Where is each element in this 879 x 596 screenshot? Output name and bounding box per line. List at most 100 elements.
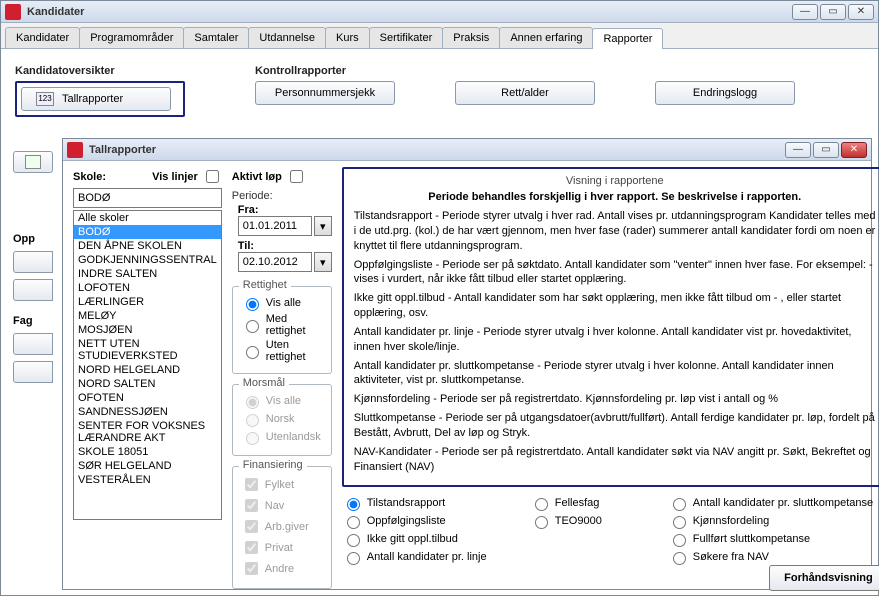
report-radio[interactable]: [535, 498, 548, 511]
dialog-close-button[interactable]: ✕: [841, 142, 867, 158]
skole-list-item[interactable]: INDRE SALTEN: [74, 267, 221, 281]
morsmal-group: Morsmål Vis alleNorskUtenlandsk: [232, 384, 332, 456]
report-option[interactable]: Antall kandidater pr. sluttkompetanse: [668, 495, 879, 511]
finansiering-option-label: Arb.giver: [265, 521, 309, 533]
forhandsvisning-button[interactable]: Forhåndsvisning: [769, 565, 879, 591]
skole-list-item[interactable]: NORD HELGELAND: [74, 363, 221, 377]
skole-list-item[interactable]: GODKJENNINGSSENTRAL: [74, 253, 221, 267]
skole-list-item[interactable]: SANDNESSJØEN: [74, 405, 221, 419]
aktivtlop-checkbox[interactable]: [290, 170, 303, 183]
rettighet-option-label: Med rettighet: [266, 313, 323, 337]
report-radio[interactable]: [673, 498, 686, 511]
finansiering-checkbox: [245, 499, 258, 512]
finansiering-option-label: Privat: [265, 542, 293, 554]
tab-samtaler[interactable]: Samtaler: [183, 27, 249, 48]
rettighet-radio[interactable]: [246, 320, 259, 333]
report-option-label: Antall kandidater pr. sluttkompetanse: [693, 497, 873, 509]
report-radio[interactable]: [347, 534, 360, 547]
minimize-button[interactable]: —: [792, 4, 818, 20]
report-option[interactable]: Oppfølgingsliste: [342, 513, 512, 529]
skole-list-item[interactable]: LÆRLINGER: [74, 295, 221, 309]
skole-list-item[interactable]: MELØY: [74, 309, 221, 323]
info-paragraph: NAV-Kandidater - Periode ser på registre…: [354, 445, 876, 475]
report-option[interactable]: Antall kandidater pr. linje: [342, 549, 512, 565]
rettalder-button[interactable]: Rett/alder: [455, 81, 595, 105]
tab-sertifikater[interactable]: Sertifikater: [369, 27, 444, 48]
skole-list-item[interactable]: NORD SALTEN: [74, 377, 221, 391]
report-option[interactable]: Tilstandsrapport: [342, 495, 512, 511]
morsmal-option-label: Vis alle: [266, 395, 301, 407]
rettighet-option-label: Vis alle: [266, 297, 301, 309]
tab-kurs[interactable]: Kurs: [325, 27, 370, 48]
aktivtlop-label: Aktivt løp: [232, 171, 282, 183]
rettighet-option-label: Uten rettighet: [266, 339, 323, 363]
info-paragraph: Kjønnsfordeling - Periode ser på registr…: [354, 392, 876, 407]
skole-list-item[interactable]: NETT UTEN STUDIEVERKSTED: [74, 337, 221, 363]
tab-rapporter[interactable]: Rapporter: [592, 28, 663, 49]
report-option[interactable]: Ikke gitt oppl.tilbud: [342, 531, 512, 547]
skole-list-item[interactable]: Alle skoler: [74, 211, 221, 225]
report-radio[interactable]: [347, 498, 360, 511]
skole-input[interactable]: [73, 188, 222, 208]
skole-listbox[interactable]: Alle skolerBODØDEN ÅPNE SKOLENGODKJENNIN…: [73, 210, 222, 520]
report-radio[interactable]: [347, 552, 360, 565]
endringslogg-button[interactable]: Endringslogg: [655, 81, 795, 105]
report-option[interactable]: Kjønnsfordeling: [668, 513, 879, 529]
report-radio[interactable]: [673, 516, 686, 529]
tallrapporter-button[interactable]: 123 Tallrapporter: [21, 87, 171, 111]
finansiering-checkbox: [245, 541, 258, 554]
report-type-radios: Tilstandsrapport Fellesfag Antall kandidat…: [342, 495, 879, 565]
tab-praksis[interactable]: Praksis: [442, 27, 500, 48]
skole-list-item[interactable]: MOSJØEN: [74, 323, 221, 337]
vislinjer-checkbox[interactable]: [206, 170, 219, 183]
hidden-button-4[interactable]: [13, 361, 53, 383]
report-radio[interactable]: [347, 516, 360, 529]
info-lead: Periode behandles forskjellig i hver rap…: [354, 191, 876, 203]
report-option[interactable]: Søkere fra NAV: [668, 549, 879, 565]
maximize-button[interactable]: ▭: [820, 4, 846, 20]
report-option-label: Kjønnsfordeling: [693, 515, 769, 527]
close-button[interactable]: ✕: [848, 4, 874, 20]
rettighet-legend: Rettighet: [239, 279, 291, 291]
rettighet-radio[interactable]: [246, 346, 259, 359]
hidden-icon-button[interactable]: [13, 151, 53, 173]
report-option[interactable]: Fellesfag: [530, 495, 650, 511]
dialog-minimize-button[interactable]: —: [785, 142, 811, 158]
report-radio[interactable]: [673, 534, 686, 547]
tab-programområder[interactable]: Programområder: [79, 27, 184, 48]
tab-utdannelse[interactable]: Utdannelse: [248, 27, 326, 48]
dialog-title: Tallrapporter: [89, 144, 785, 156]
report-option[interactable]: TEO9000: [530, 513, 650, 529]
hidden-button-1[interactable]: [13, 251, 53, 273]
main-tabs: KandidaterProgramområderSamtalerUtdannel…: [1, 23, 878, 49]
skole-list-item[interactable]: SKOLE 18051: [74, 445, 221, 459]
skole-list-item[interactable]: BODØ: [74, 225, 221, 239]
report-radio[interactable]: [535, 516, 548, 529]
rettighet-radio[interactable]: [246, 298, 259, 311]
report-option[interactable]: Fullført sluttkompetanse: [668, 531, 879, 547]
info-paragraph: Sluttkompetanse - Periode ser på utgangs…: [354, 411, 876, 441]
skole-list-item[interactable]: SØR HELGELAND: [74, 459, 221, 473]
report-option-label: Antall kandidater pr. linje: [367, 551, 487, 563]
skole-list-item[interactable]: VESTERÅLEN: [74, 473, 221, 487]
skole-list-item[interactable]: OFOTEN: [74, 391, 221, 405]
skole-list-item[interactable]: SENTER FOR VOKSNES LÆRANDRE AKT: [74, 419, 221, 445]
skole-list-item[interactable]: DEN ÅPNE SKOLEN: [74, 239, 221, 253]
grid-icon: [25, 155, 41, 169]
til-date-input[interactable]: [238, 252, 312, 272]
hidden-button-3[interactable]: [13, 333, 53, 355]
report-option-label: Tilstandsrapport: [367, 497, 445, 509]
hidden-button-2[interactable]: [13, 279, 53, 301]
tab-annen erfaring[interactable]: Annen erfaring: [499, 27, 593, 48]
fra-date-dropdown[interactable]: ▾: [314, 216, 332, 236]
tab-kandidater[interactable]: Kandidater: [5, 27, 80, 48]
fra-date-input[interactable]: [238, 216, 312, 236]
personnummer-button[interactable]: Personnummersjekk: [255, 81, 395, 105]
dialog-maximize-button[interactable]: ▭: [813, 142, 839, 158]
skole-list-item[interactable]: LOFOTEN: [74, 281, 221, 295]
info-paragraph: Ikke gitt oppl.tilbud - Antall kandidate…: [354, 291, 876, 321]
report-radio[interactable]: [673, 552, 686, 565]
finansiering-checkbox: [245, 520, 258, 533]
rettighet-group: Rettighet Vis alleMed rettighetUten rett…: [232, 286, 332, 374]
til-date-dropdown[interactable]: ▾: [314, 252, 332, 272]
